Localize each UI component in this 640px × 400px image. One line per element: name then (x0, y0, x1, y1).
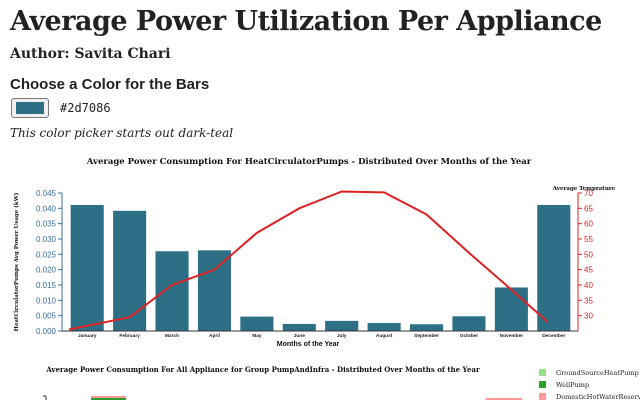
x-tick-label: December (542, 333, 565, 339)
bar-june (282, 323, 316, 331)
x-axis-label: Months of the Year (277, 341, 340, 348)
legend-label: WellPump (556, 381, 589, 389)
y2-tick-label: 70 (584, 189, 593, 198)
legend-label: DomesticHotWaterReservoir (556, 393, 640, 400)
x-tick-label: January (78, 333, 97, 339)
x-tick-label: August (376, 333, 393, 339)
y-tick-label: 0.045 (36, 189, 57, 198)
x-tick-label: July (337, 333, 347, 339)
y2-tick-label: 55 (584, 235, 593, 244)
legend-swatch (539, 393, 546, 400)
bar-color-picker[interactable] (11, 98, 49, 118)
y2-tick-label: 50 (584, 250, 593, 259)
y2-tick-label: 60 (584, 220, 593, 229)
y-tick-label: 0.040 (36, 204, 57, 213)
bar-january (70, 204, 104, 331)
legend-label: GroundSourceHeatPump (556, 369, 639, 377)
x-tick-label: March (165, 333, 179, 339)
legend-swatch (539, 381, 546, 388)
y-tick-label: 0.025 (36, 250, 57, 259)
y-tick-label: 0.000 (36, 327, 57, 336)
y-tick-label: 0.020 (36, 266, 57, 275)
author-line: Author: Savita Chari (10, 46, 171, 62)
bar-april (197, 250, 232, 331)
chart-title: Average Power Consumption For HeatCircul… (86, 157, 532, 167)
bar-august (367, 323, 401, 331)
chart2-title: Average Power Consumption For All Applia… (45, 365, 480, 374)
bar-december (537, 204, 571, 331)
y2-tick-label: 30 (584, 312, 593, 321)
bar-october (452, 316, 486, 331)
bar-february (113, 210, 147, 331)
chart2-bar-stub (91, 398, 126, 400)
chart2-bar-stub (486, 398, 522, 400)
temperature-line (68, 190, 549, 331)
bar-september (409, 324, 444, 331)
y2-tick-label: 40 (584, 281, 593, 290)
color-swatch (16, 102, 44, 114)
x-tick-label: October (460, 333, 479, 339)
x-tick-label: September (414, 333, 439, 339)
y-tick-label: 0.030 (36, 235, 57, 244)
x-tick-label: November (500, 333, 524, 339)
y-tick-label: 0.035 (36, 220, 57, 229)
page-title: Average Power Utilization Per Appliance (10, 6, 602, 37)
x-tick-label: May (252, 333, 262, 339)
bar-november (494, 287, 528, 331)
legend-swatch (539, 369, 546, 376)
color-hex-value: #2d7086 (60, 101, 111, 115)
y2-tick-label: 45 (584, 266, 593, 275)
y-tick-label: 0.010 (36, 296, 57, 305)
y2-tick-label: 35 (584, 296, 593, 305)
bar-march (155, 251, 189, 331)
y2-tick-label: 65 (584, 204, 593, 213)
bar-may (240, 316, 274, 331)
color-picker-note: This color picker starts out dark-teal (10, 126, 234, 140)
x-tick-label: April (209, 333, 220, 339)
x-tick-label: June (294, 333, 306, 339)
y-tick-label: 0.015 (36, 281, 57, 290)
y2-axis-label: Average Temprature (552, 186, 616, 192)
y-tick-label: 0.005 (36, 312, 57, 321)
color-picker-heading: Choose a Color for the Bars (10, 76, 210, 93)
x-tick-label: February (119, 333, 140, 339)
y-axis-label: HeatCirculatorPumps Avg Power Usage (kW) (13, 192, 20, 331)
bar-july (325, 320, 359, 331)
